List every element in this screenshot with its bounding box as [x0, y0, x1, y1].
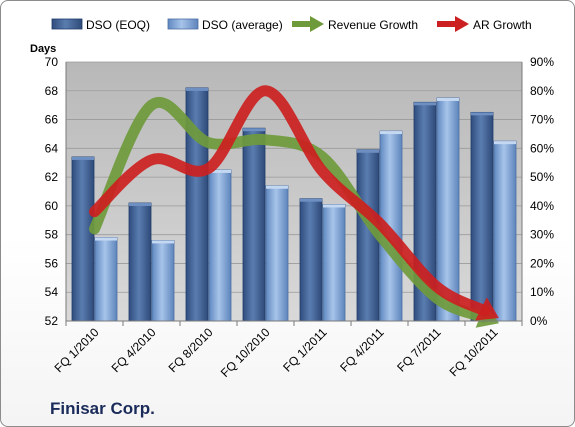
legend-label-dso-eoq: DSO (EOQ): [86, 18, 150, 32]
bar-cap-dso-eoq-7: [471, 112, 493, 116]
legend-label-ar-growth: AR Growth: [473, 18, 532, 32]
x-tick-label-3: FQ 10/2010: [218, 325, 273, 380]
bar-cap-dso-eoq-4: [300, 198, 322, 202]
bar-cap-dso-eoq-5: [357, 149, 379, 153]
legend-arrow-revenue-growth: [292, 16, 324, 32]
y-axis-label: Days: [30, 43, 56, 55]
y2-tick-label-4: 40%: [530, 199, 554, 213]
y-tick-label-5: 62: [45, 170, 59, 184]
bar-cap-dso-eoq-6: [414, 102, 436, 106]
x-tick-label-7: FQ 10/2011: [447, 325, 501, 379]
legend-swatch-dso-eoq: [51, 18, 83, 30]
bar-dso-eoq-4: [299, 198, 323, 322]
bar-cap-dso-eoq-1: [129, 203, 151, 207]
x-tick-label-1: FQ 4/2010: [109, 325, 159, 375]
y-tick-label-7: 66: [45, 113, 59, 127]
bar-cap-dso-eoq-2: [186, 87, 208, 91]
y2-tick-label-1: 10%: [530, 285, 554, 299]
bar-dso-average-0: [94, 237, 118, 322]
y2-tick-label-6: 60%: [530, 141, 554, 155]
bar-cap-dso-average-5: [380, 131, 402, 135]
arrowhead-ar-growth: [475, 297, 499, 321]
bar-dso-average-2: [208, 169, 232, 322]
bar-cap-dso-average-2: [209, 169, 231, 173]
company-label: Finisar Corp.: [50, 399, 155, 418]
bar-dso-eoq-3: [242, 127, 266, 322]
x-tick-label-2: FQ 8/2010: [166, 325, 216, 375]
growth-lines: [89, 85, 500, 328]
axes: [65, 62, 523, 326]
legend-label-dso-average: DSO (average): [202, 18, 283, 32]
y2-axis-ticks: 0% 10% 20% 30% 40% 50% 60% 70% 80% 90%: [530, 55, 554, 328]
bar-dso-average-1: [151, 240, 175, 322]
bar-dso-average-7: [493, 140, 517, 322]
legend-swatch-dso-average: [167, 18, 199, 30]
legend-label-revenue-growth: Revenue Growth: [328, 18, 418, 32]
y-tick-label-9: 70: [45, 55, 59, 69]
bar-dso-average-4: [322, 204, 346, 322]
bar-dso-eoq-0: [71, 156, 95, 322]
y2-tick-label-8: 80%: [530, 84, 554, 98]
legend-arrow-ar-growth: [437, 16, 469, 32]
bar-cap-dso-eoq-3: [243, 128, 265, 132]
bar-dso-eoq-1: [128, 202, 152, 322]
y2-tick-label-7: 70%: [530, 113, 554, 127]
y2-tick-label-3: 30%: [530, 228, 554, 242]
bar-cap-dso-eoq-0: [72, 156, 94, 160]
bar-cap-dso-average-3: [266, 185, 288, 189]
x-tick-label-5: FQ 4/2011: [337, 325, 387, 375]
bar-cap-dso-average-1: [152, 240, 174, 244]
y-tick-label-2: 56: [45, 256, 59, 270]
y-tick-label-3: 58: [45, 228, 59, 242]
line-revenue-growth: [89, 97, 490, 323]
y2-tick-label-0: 0%: [530, 314, 548, 328]
y2-tick-label-9: 90%: [530, 55, 554, 69]
x-axis-ticks: FQ 1/2010 FQ 4/2010 FQ 8/2010 FQ 10/2010 FQ …: [52, 325, 501, 380]
x-tick-label-6: FQ 7/2011: [394, 325, 444, 375]
y-tick-label-8: 68: [45, 84, 59, 98]
y-tick-label-1: 54: [45, 285, 59, 299]
bar-cap-dso-average-4: [323, 204, 345, 208]
y-tick-label-6: 64: [45, 141, 59, 155]
bar-dso-average-3: [265, 185, 289, 322]
y-axis-ticks: 52 54 56 58 60 62 64 66 68 70: [45, 55, 59, 328]
y-tick-label-4: 60: [45, 199, 59, 213]
y2-tick-label-5: 50%: [530, 170, 554, 184]
bar-cap-dso-average-0: [95, 237, 117, 241]
legend: DSO (EOQ) DSO (average) Revenue Growth A…: [51, 16, 532, 32]
bar-cap-dso-average-7: [494, 141, 516, 145]
bars: [71, 87, 517, 322]
y2-tick-label-2: 20%: [530, 256, 554, 270]
x-tick-label-4: FQ 1/2011: [280, 325, 330, 375]
y-tick-label-0: 52: [45, 314, 59, 328]
x-tick-label-0: FQ 1/2010: [52, 325, 102, 375]
line-ar-growth: [89, 85, 491, 317]
bar-dso-eoq-7: [470, 111, 494, 322]
bar-cap-dso-average-6: [437, 97, 459, 101]
